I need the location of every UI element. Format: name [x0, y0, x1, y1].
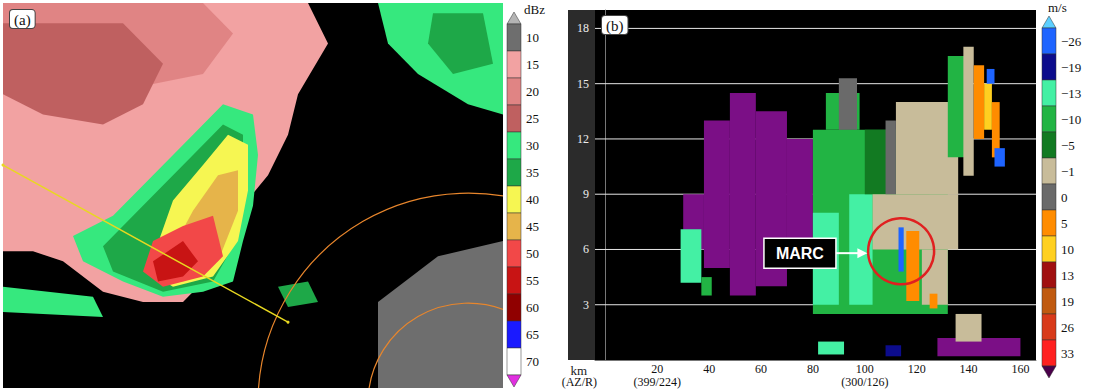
svg-text:m/s: m/s — [1048, 0, 1067, 15]
svg-text:70: 70 — [526, 354, 539, 369]
svg-text:−13: −13 — [1061, 86, 1081, 101]
svg-text:45: 45 — [526, 219, 539, 234]
svg-text:−19: −19 — [1061, 60, 1081, 75]
svg-text:18: 18 — [577, 21, 589, 35]
svg-text:19: 19 — [1061, 294, 1074, 309]
svg-text:20: 20 — [651, 362, 663, 376]
svg-text:10: 10 — [526, 30, 539, 45]
svg-text:3: 3 — [583, 298, 589, 312]
svg-text:30: 30 — [526, 138, 539, 153]
svg-text:80: 80 — [807, 362, 819, 376]
svg-text:10: 10 — [1061, 242, 1074, 257]
svg-text:MARC: MARC — [776, 245, 824, 262]
svg-text:100: 100 — [856, 362, 874, 376]
svg-text:(399/224): (399/224) — [634, 375, 681, 389]
svg-text:120: 120 — [908, 362, 926, 376]
svg-text:15: 15 — [577, 77, 589, 91]
svg-text:(AZ/R): (AZ/R) — [561, 375, 597, 389]
svg-text:13: 13 — [1061, 268, 1074, 283]
svg-text:dBz: dBz — [524, 2, 545, 17]
svg-text:15: 15 — [526, 57, 539, 72]
svg-text:6: 6 — [583, 242, 589, 256]
svg-text:9: 9 — [583, 187, 589, 201]
svg-text:140: 140 — [960, 362, 978, 376]
svg-text:−1: −1 — [1061, 164, 1075, 179]
svg-text:40: 40 — [703, 362, 715, 376]
svg-text:(300/126): (300/126) — [841, 375, 888, 389]
svg-text:(b): (b) — [606, 18, 624, 35]
svg-text:−26: −26 — [1061, 34, 1082, 49]
svg-text:km: km — [570, 363, 587, 378]
svg-text:55: 55 — [526, 273, 539, 288]
svg-text:26: 26 — [1061, 320, 1075, 335]
svg-text:5: 5 — [1061, 216, 1068, 231]
svg-text:(a): (a) — [14, 12, 31, 29]
svg-text:−10: −10 — [1061, 112, 1081, 127]
svg-text:−5: −5 — [1061, 138, 1075, 153]
svg-text:60: 60 — [755, 362, 767, 376]
svg-text:12: 12 — [577, 132, 589, 146]
svg-text:0: 0 — [1061, 190, 1068, 205]
svg-text:60: 60 — [526, 300, 539, 315]
svg-text:40: 40 — [526, 192, 539, 207]
svg-text:35: 35 — [526, 165, 539, 180]
svg-text:65: 65 — [526, 327, 539, 342]
svg-text:33: 33 — [1061, 346, 1074, 361]
svg-text:25: 25 — [526, 111, 539, 126]
svg-text:20: 20 — [526, 84, 539, 99]
svg-text:50: 50 — [526, 246, 539, 261]
svg-text:160: 160 — [1011, 362, 1029, 376]
